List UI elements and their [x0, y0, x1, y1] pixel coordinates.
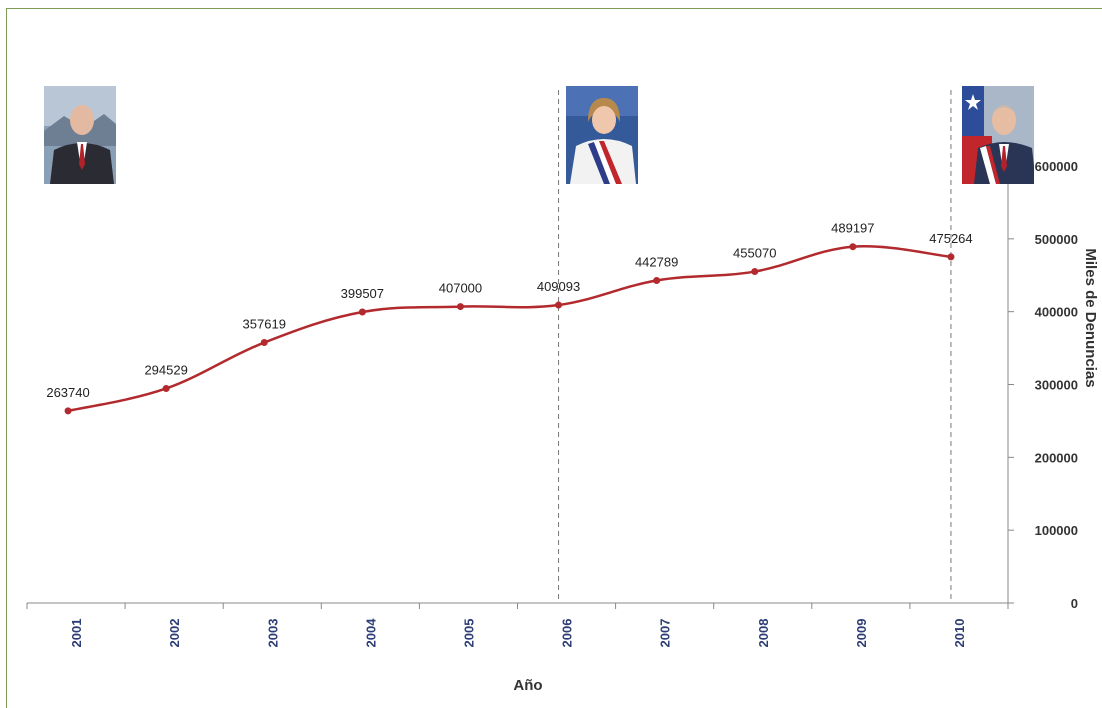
data-point	[555, 301, 563, 309]
series-line	[67, 245, 952, 413]
data-point	[358, 308, 366, 316]
portrait-2010	[962, 86, 1034, 184]
portrait-2001	[44, 86, 116, 184]
y-tick-label: 0	[1071, 596, 1078, 611]
x-tick-label: 2007	[658, 619, 673, 648]
data-label: 399507	[341, 286, 384, 301]
y-axis-title: Miles de Denuncias	[1082, 248, 1099, 387]
y-tick-label: 100000	[1035, 523, 1078, 538]
y-tick-label: 400000	[1035, 305, 1078, 320]
data-label: 442789	[635, 255, 678, 270]
x-tick-label: 2001	[69, 619, 84, 648]
chart-frame	[6, 8, 1102, 708]
portrait-2006	[566, 86, 638, 184]
data-labels: 263740 294529 357619 399507 407000 409093 4427…	[46, 221, 972, 400]
data-label: 475264	[929, 231, 972, 246]
x-tick-label: 2002	[167, 619, 182, 648]
data-label: 357619	[243, 317, 286, 332]
series-layer	[64, 243, 955, 415]
data-point	[456, 303, 464, 311]
axes: 2001 2002 2003 2004 2005 2006 2007 2008 2009 2010…	[26, 159, 1078, 648]
data-point	[260, 339, 268, 347]
data-label: 409093	[537, 279, 580, 294]
data-label: 294529	[144, 362, 187, 377]
y-tick-label: 300000	[1035, 378, 1078, 393]
x-tick-label: 2004	[363, 618, 378, 648]
x-tick-label: 2009	[854, 619, 869, 648]
data-point	[653, 277, 661, 285]
data-label: 455070	[733, 246, 776, 261]
x-tick-label: 2005	[461, 619, 476, 648]
data-label: 407000	[439, 281, 482, 296]
data-point	[751, 268, 759, 276]
data-label: 489197	[831, 221, 874, 236]
y-tick-label: 200000	[1035, 450, 1078, 465]
x-axis-title: Año	[513, 677, 542, 694]
data-point	[849, 243, 857, 251]
x-tick-label: 2003	[265, 619, 280, 648]
x-tick-label: 2010	[952, 619, 967, 648]
vertical-markers	[558, 90, 952, 603]
data-point	[947, 253, 955, 261]
data-point	[64, 407, 72, 415]
x-tick-label: 2008	[756, 619, 771, 648]
y-tick-label: 600000	[1035, 159, 1078, 174]
data-point	[162, 384, 170, 392]
x-tick-label: 2006	[560, 619, 575, 648]
data-label: 263740	[46, 385, 89, 400]
y-tick-label: 500000	[1035, 232, 1078, 247]
